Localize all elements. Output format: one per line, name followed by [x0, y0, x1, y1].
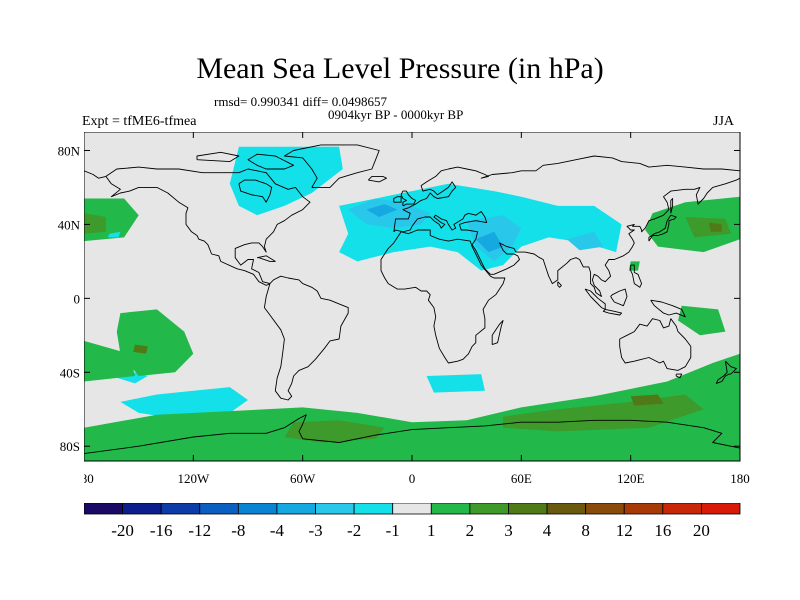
anomaly-region: [133, 344, 148, 354]
anomaly-region: [630, 394, 664, 406]
coastline: [648, 214, 677, 242]
colorbar-label: -20: [111, 521, 134, 540]
coastline: [491, 320, 504, 346]
x-tick-label: 180: [84, 471, 94, 486]
colorbar-swatch: [585, 503, 625, 515]
colorbar-swatch: [508, 503, 548, 515]
colorbar-label: -4: [270, 521, 285, 540]
coastline: [393, 196, 402, 203]
coastline: [283, 144, 380, 188]
colorbar-swatch: [546, 503, 587, 515]
colorbar-label: 3: [504, 521, 512, 540]
anomaly-region: [84, 213, 106, 234]
colorbar-swatch: [84, 503, 123, 515]
map-title: Mean Sea Level Pressure (in hPa): [196, 52, 604, 85]
x-tick-label: 60W: [290, 471, 316, 486]
coastline: [380, 229, 506, 364]
coastline: [84, 414, 740, 455]
coastline: [670, 198, 674, 214]
colorbar-swatch: [237, 503, 278, 515]
colorbar-label: -2: [347, 521, 361, 540]
anomaly-region: [366, 204, 398, 217]
y-tick-label: 80N: [58, 143, 81, 158]
colorbar-label: 2: [466, 521, 475, 540]
coastline: [257, 255, 276, 262]
anomaly-region: [709, 222, 722, 232]
anomaly-region: [426, 374, 485, 393]
colorbar-swatch: [392, 503, 432, 515]
anomaly-region: [284, 420, 385, 443]
coastline: [400, 190, 417, 207]
colorbar-swatch: [701, 503, 741, 515]
x-tick-label: 120W: [177, 471, 210, 486]
y-axis-labels: 80N 40N 0 40S 80S: [58, 143, 81, 454]
anomaly-region: [348, 198, 431, 229]
anomaly-region: [229, 146, 343, 216]
coastline: [84, 170, 107, 179]
colorbar-label: -16: [150, 521, 173, 540]
colorbar-label: -3: [308, 521, 322, 540]
colorbar: -20 -16 -12 -8 -4 -3 -2 -1 1 2 3 4 8 12 16 20: [84, 503, 741, 540]
coastline: [105, 166, 311, 286]
colorbar-label: 20: [693, 521, 710, 540]
y-tick-label: 40N: [58, 217, 81, 232]
y-tick-label: 40S: [60, 365, 80, 380]
coastline: [715, 360, 737, 384]
coastline: [196, 151, 240, 163]
experiment-label: Expt = tfME6-tfmea: [82, 114, 197, 129]
x-tick-label: 60E: [511, 471, 532, 486]
coastline: [619, 318, 692, 371]
colorbar-label: -12: [188, 521, 211, 540]
coastline: [650, 299, 686, 318]
coastline: [393, 177, 740, 297]
colorbar-swatch: [430, 503, 471, 515]
colorbar-swatch: [122, 503, 162, 515]
colorbar-swatch: [662, 503, 702, 515]
colorbar-swatch: [160, 503, 201, 515]
period-line: 0904kyr BP - 0000kyr BP: [328, 107, 464, 122]
coastline: [630, 264, 643, 288]
anomaly-region: [84, 340, 135, 382]
colorbar-label: -8: [231, 521, 245, 540]
coastline: [393, 155, 740, 232]
coastline: [675, 373, 683, 379]
anomaly-region: [120, 387, 248, 419]
x-tick-label: 180: [730, 471, 750, 486]
colorbar-label: 16: [654, 521, 671, 540]
season-label: JJA: [713, 114, 735, 129]
colorbar-swatch: [276, 503, 316, 515]
anomaly-region: [685, 217, 731, 238]
colorbar-label: 4: [543, 521, 552, 540]
x-tick-label: 0: [409, 471, 416, 486]
y-tick-label: 80S: [60, 439, 80, 454]
anomaly-region: [475, 231, 504, 253]
coastline: [557, 281, 562, 288]
coastline: [247, 153, 295, 170]
colorbar-label: 12: [616, 521, 633, 540]
colorbar-swatch: [623, 503, 664, 515]
anomaly-region: [116, 309, 194, 376]
anomaly-region: [107, 231, 121, 238]
pressure-map: 180 120W 60W 0 60E 120E 180: [84, 132, 750, 486]
coastline: [610, 288, 628, 307]
coastline: [602, 308, 623, 316]
colorbar-swatch: [469, 503, 509, 515]
y-tick-label: 0: [74, 291, 81, 306]
colorbar-label: 8: [581, 521, 590, 540]
colorbar-label: -1: [386, 521, 400, 540]
anomaly-region: [678, 305, 726, 336]
coastline: [367, 175, 387, 183]
coastline: [263, 275, 349, 401]
stats-line: rmsd= 0.990341 diff= 0.0498657: [214, 94, 387, 109]
colorbar-swatch: [199, 503, 239, 515]
x-tick-label: 120E: [617, 471, 645, 486]
colorbar-swatch: [315, 503, 355, 515]
colorbar-label: 1: [427, 521, 436, 540]
coastline: [238, 179, 273, 203]
anomaly-region: [84, 353, 740, 461]
colorbar-swatch: [353, 503, 394, 515]
anomaly-region: [566, 231, 604, 251]
